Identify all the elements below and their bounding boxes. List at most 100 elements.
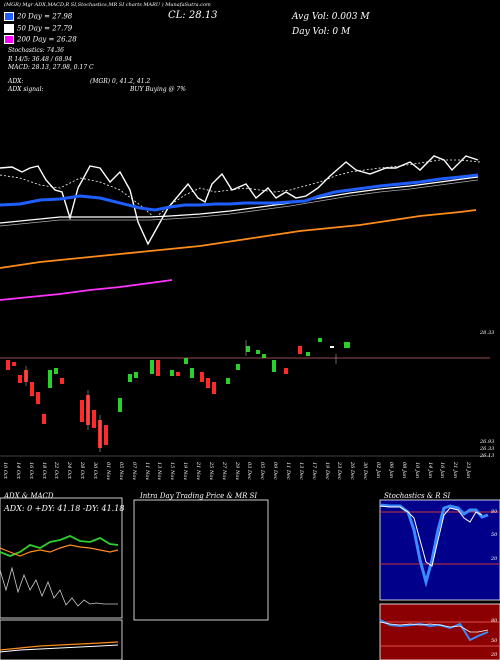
histogram-bar xyxy=(18,375,22,383)
legend-ema50-swatch xyxy=(4,24,14,33)
stoch-tick-50: 50 xyxy=(491,532,498,538)
histogram-bar xyxy=(54,368,58,374)
date-tick-label: 06 Jan xyxy=(387,462,394,479)
adx-label: ADX: xyxy=(8,78,24,85)
histogram-bar xyxy=(306,352,310,356)
mgr-values: (MGR) 0, 41.2, 41.2 xyxy=(90,78,151,85)
legend-ema50: 50 Day = 27.79 xyxy=(4,24,72,33)
date-tick-label: 27 Nov xyxy=(220,462,227,481)
date-tick-label: 13 Nov xyxy=(156,462,163,481)
date-tick-label: 17 Dec xyxy=(310,462,317,480)
date-tick-label: 30 Dec xyxy=(362,462,369,480)
date-tick-label: 09 Dec xyxy=(272,462,279,480)
stoch-tick-80: 80 xyxy=(491,509,498,515)
date-tick-label: 16 Jan xyxy=(439,462,446,479)
legend-ema20-label: 20 Day = 27.98 xyxy=(17,12,73,21)
histogram-bar xyxy=(104,425,108,445)
price-label-low3: 26.13 xyxy=(480,453,495,459)
histogram-bar xyxy=(184,358,188,364)
intraday-panel-title: Intra Day Trading Price & MR SI xyxy=(140,492,258,500)
price-line-zigzag xyxy=(0,155,479,246)
intraday-panel-frame xyxy=(133,499,269,621)
macd-panel-frame xyxy=(0,619,123,660)
date-tick-label: 10 Jan xyxy=(413,462,420,479)
histogram-bar xyxy=(176,372,180,376)
histogram-bar xyxy=(150,360,154,374)
date-tick-label: 25 Nov xyxy=(207,462,214,481)
histogram-bar xyxy=(134,372,138,378)
date-tick-label: 03 Dec xyxy=(246,462,253,480)
legend-ema50-label: 50 Day = 27.79 xyxy=(17,24,73,33)
date-tick-label: 21 Nov xyxy=(194,462,201,481)
histogram-bar xyxy=(212,382,216,394)
legend-ema200: 200 Day = 26.28 xyxy=(4,35,77,44)
adx-panel-values: ADX: 0 +DY: 41.18 -DY: 41.18 xyxy=(4,504,125,513)
histogram-bar xyxy=(128,374,132,382)
date-tick-label: 21 Jan xyxy=(452,462,459,479)
legend-ema200-label: 200 Day = 26.28 xyxy=(17,35,77,44)
adx-orange-line xyxy=(0,544,119,557)
date-tick-label: 26 Dec xyxy=(349,462,356,480)
histogram-bar xyxy=(236,364,240,370)
histogram-bar xyxy=(42,414,46,424)
ema50-line-inner xyxy=(0,179,479,227)
histogram-bar xyxy=(262,354,266,358)
rsi-panel-frame xyxy=(379,603,500,660)
macd-line xyxy=(0,641,119,651)
avg-volume: Avg Vol: 0.003 M xyxy=(292,12,370,22)
legend-ema200-swatch xyxy=(4,35,14,44)
histogram-wicks xyxy=(25,340,337,452)
legend-ema20: 20 Day = 27.98 xyxy=(4,12,72,21)
price-label-low2: 26.33 xyxy=(480,446,495,452)
histogram-bar xyxy=(36,392,40,404)
legend-ema20-swatch xyxy=(4,12,14,21)
date-tick-label: 14 Oct xyxy=(14,462,21,479)
macd-signal xyxy=(0,644,119,653)
histogram-bar xyxy=(272,360,276,372)
date-tick-label: 22 Oct xyxy=(53,462,60,479)
date-tick-label: 29 Nov xyxy=(233,462,240,481)
histogram-bar xyxy=(156,360,160,376)
date-tick-label: 01 Nov xyxy=(104,462,111,481)
adx-green-line xyxy=(0,535,119,557)
rsi-tick-80: 80 xyxy=(491,618,498,624)
ema200-line xyxy=(0,209,477,269)
histogram-bar xyxy=(190,368,194,378)
ema50-line xyxy=(0,176,479,224)
histogram-bars xyxy=(6,338,350,448)
date-tick-label: 08 Jan xyxy=(400,462,407,479)
date-tick-label: 19 Dec xyxy=(323,462,330,480)
adx-signal-label: ADX signal: xyxy=(8,86,44,93)
date-tick-label: 23 Dec xyxy=(336,462,343,480)
date-tick-label: 07 Nov xyxy=(130,462,137,481)
date-tick-label: 11 Nov xyxy=(143,462,150,481)
histogram-bar xyxy=(92,410,96,428)
date-tick-label: 23 Jan xyxy=(465,462,472,479)
rsi-tick-50: 50 xyxy=(491,638,498,644)
date-tick-label: 10 Oct xyxy=(2,462,8,479)
stoch-panel-title: Stochastics & R SI xyxy=(384,492,451,500)
histogram-bar xyxy=(330,346,334,348)
rsi-signal xyxy=(379,621,489,633)
date-tick-label: 24 Oct xyxy=(66,462,73,479)
r-value: R 14/5: 36.48 / 68.94 xyxy=(8,56,73,63)
histogram-bar xyxy=(12,362,16,366)
date-tick-label: 05 Dec xyxy=(259,462,266,480)
date-tick-label: 05 Nov xyxy=(117,462,124,481)
date-tick-label: 14 Jan xyxy=(426,462,433,479)
date-tick-label: 16 Oct xyxy=(27,462,34,479)
histogram-bar xyxy=(6,360,10,370)
date-tick-label: 18 Oct xyxy=(40,462,47,479)
date-tick-label: 28 Oct xyxy=(79,462,86,479)
histogram-bar xyxy=(80,400,84,422)
adx-panel-frame xyxy=(0,497,123,619)
histogram-bar xyxy=(318,338,322,342)
histogram-bar xyxy=(256,350,260,354)
date-tick-label: 15 Nov xyxy=(169,462,176,481)
histogram-bar xyxy=(48,370,52,388)
date-tick-label: 19 Nov xyxy=(182,462,189,481)
histogram-bar xyxy=(200,372,204,382)
macd-value: MACD: 28.13, 27.98, 0.17 C xyxy=(8,64,94,71)
magenta-line xyxy=(0,279,173,301)
